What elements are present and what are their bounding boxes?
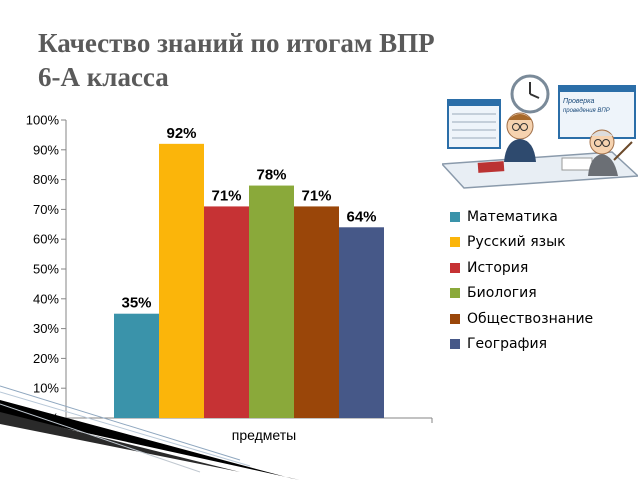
bar-4 [249,185,294,418]
data-label: 35% [121,295,151,312]
teachers-classroom-illustration: Проверка проведения ВПР [442,74,638,189]
data-label: 71% [211,187,241,204]
data-label: 92% [166,125,196,142]
board-text-1: Проверка [563,98,594,105]
left-board [447,99,501,149]
y-tick-label: 90% [33,142,59,157]
chart-legend: Математика Русский язык История Биология Общ… [450,204,593,357]
chart-bars [114,143,384,418]
bar-3 [204,206,249,418]
bar-6 [339,227,384,418]
y-tick-label: 70% [33,202,59,217]
legend-label: География [467,336,548,353]
decorative-streaks [0,385,300,480]
y-tick-label: 100% [26,113,60,128]
chart-data-labels: 35% 92% 71% 78% 71% 64% [121,125,376,312]
right-board [558,85,636,139]
x-axis-label: предметы [232,427,296,443]
title-line-1: Качество знаний по итогам ВПР [38,28,435,58]
legend-item: История [450,255,593,281]
legend-swatch [450,313,460,324]
legend-item: Русский язык [450,230,593,256]
y-tick-label: 60% [33,232,59,247]
legend-label: Русский язык [467,234,566,251]
title-line-2: 6-А класса [38,62,169,92]
page-title: Качество знаний по итогам ВПР 6-А класса [38,26,435,94]
bar-5 [294,206,339,418]
legend-swatch [450,237,460,248]
data-label: 71% [301,187,331,204]
y-tick-label: 50% [33,262,59,277]
bar-2 [159,143,204,418]
legend-item: География [450,332,593,358]
y-tick-label: 20% [33,351,59,366]
data-label: 64% [346,208,376,225]
y-tick-label: 10% [33,381,59,396]
legend-label: Математика [467,208,558,225]
y-tick-label: 40% [33,291,59,306]
legend-swatch [450,211,460,222]
y-tick-label: 30% [33,321,59,336]
legend-item: Биология [450,281,593,307]
y-tick-label: 80% [33,172,59,187]
legend-label: Обществознание [467,310,594,327]
board-text-2: проведения ВПР [563,108,610,114]
legend-item: Математика [450,204,593,230]
data-label: 78% [256,167,286,184]
legend-swatch [450,339,460,350]
legend-label: История [467,259,529,276]
legend-item: Обществознание [450,306,593,332]
bar-1 [114,313,159,418]
legend-swatch [450,288,460,299]
legend-label: Биология [467,285,537,302]
legend-swatch [450,262,460,273]
